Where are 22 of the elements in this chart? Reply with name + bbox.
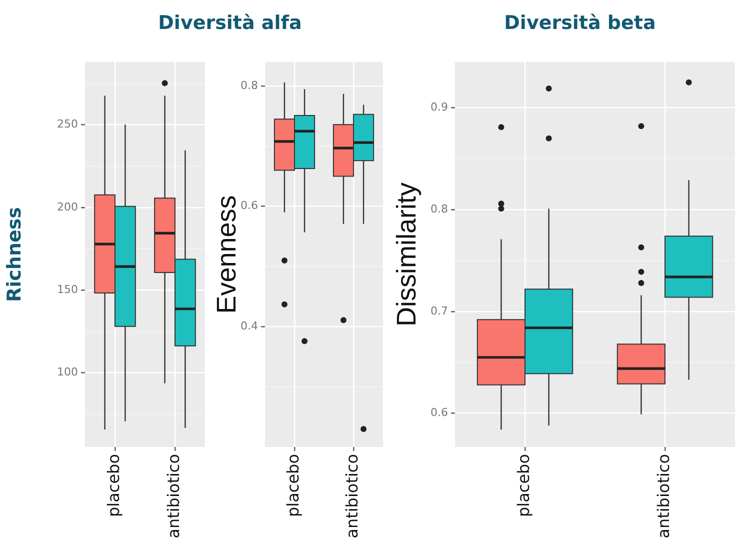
y-tick-label: 0.6: [240, 199, 258, 212]
y-axis-title: Evenness: [212, 195, 242, 314]
x-tick-label: antibiotico: [342, 454, 362, 538]
y-tick-label: 100: [57, 366, 78, 379]
x-tick-label: placebo: [104, 454, 124, 517]
y-tick-label: 0.7: [430, 304, 448, 318]
y-tick-label: 0.9: [430, 100, 448, 114]
y-axis-title: Richness: [3, 207, 26, 302]
x-tick-label: placebo: [514, 454, 534, 517]
y-tick-label: 0.8: [430, 202, 448, 216]
x-tick-label: antibiotico: [654, 454, 674, 538]
y-tick-label: 150: [57, 282, 78, 296]
y-tick-label: 200: [57, 200, 78, 214]
y-axis-title: Dissimilarity: [392, 182, 422, 326]
y-tick-label: 0.4: [240, 320, 258, 333]
x-tick-label: antibiotico: [164, 454, 184, 538]
y-tick-label: 0.6: [430, 406, 448, 420]
y-tick-label: 0.8: [240, 78, 258, 92]
y-tick-label: 250: [57, 118, 78, 131]
chart-title: Diversità beta: [504, 12, 656, 34]
chart-title: Diversità alfa: [158, 12, 302, 34]
x-tick-label: placebo: [284, 454, 303, 517]
